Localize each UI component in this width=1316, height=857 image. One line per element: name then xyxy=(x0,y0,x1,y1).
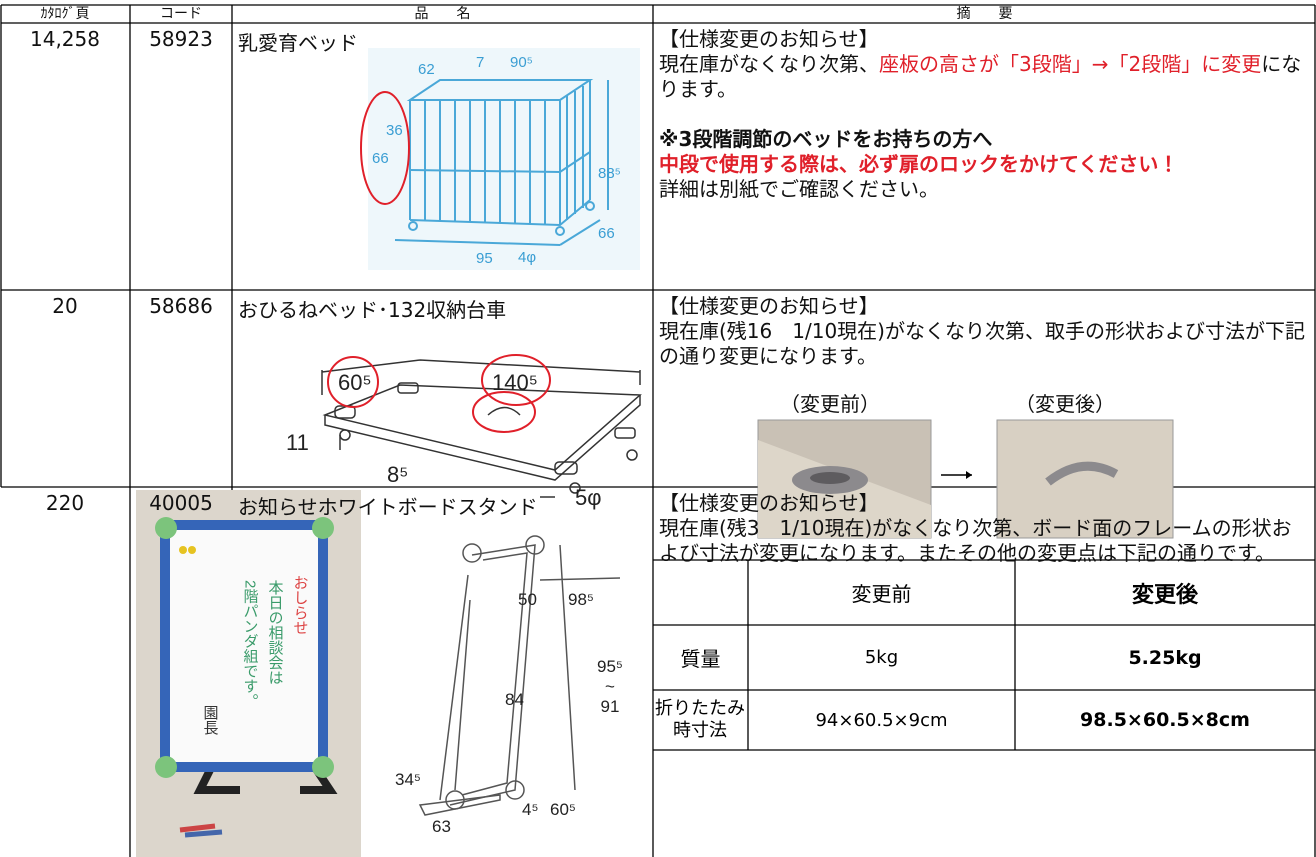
notes-text: 現在庫(残3 1/10現在)がなくなり次第、ボード面のフレームの形状および寸法が… xyxy=(659,516,1292,565)
figure-label: 66 xyxy=(598,225,615,242)
figure-label: 88⁵ xyxy=(598,165,621,182)
notes: 【仕様変更のお知らせ】 現在庫(残3 1/10現在)がなくなり次第、ボード面のフ… xyxy=(659,491,1309,566)
compare-after: 98.5×60.5×8cm xyxy=(1080,709,1250,731)
product-code: 40005 xyxy=(149,491,213,515)
compare-label: 質量 xyxy=(680,647,721,671)
figure-label: 5φ xyxy=(575,485,602,510)
compare-after: 5.25kg xyxy=(1128,646,1202,669)
board-text: 本日の相談会は xyxy=(267,580,284,685)
catalog-page: 220 xyxy=(45,491,85,515)
compare-header: 変更後 xyxy=(1131,582,1198,608)
figure-label: 95⁵ ~91 xyxy=(597,657,623,716)
board-text: 園長 xyxy=(202,705,219,735)
stand-diagram: 50 98⁵ 95⁵ ~91 84 34⁵ 63 4⁵ 60⁵ xyxy=(395,535,623,836)
label-line: 91 xyxy=(601,697,620,716)
compare-label: 折りたたみ時寸法 xyxy=(655,698,745,741)
figure-label: 4⁵ xyxy=(522,800,539,819)
highlight: 座板の高さが「3段階」→「2段階」に変更 xyxy=(879,52,1262,76)
notes-heading: 【仕様変更のお知らせ】 xyxy=(659,27,879,51)
figure-label: 66 xyxy=(372,150,389,167)
product-name: お知らせホワイトボードスタンド xyxy=(238,495,538,519)
compare-before: 94×60.5×9cm xyxy=(815,709,948,731)
figure-label: 62 xyxy=(418,61,435,78)
figure-label: 95 xyxy=(476,250,493,267)
figure-label: 50 xyxy=(518,590,537,609)
figure-label: 63 xyxy=(432,817,451,836)
header-cell: 摘 要 xyxy=(956,6,1013,22)
notice: ※3段階調節のベッドをお持ちの方へ xyxy=(659,127,993,151)
figure-label: 60⁵ xyxy=(338,370,372,395)
table-grid xyxy=(0,4,1316,857)
product-name: 乳愛育ベッド xyxy=(238,31,358,55)
board-text: おしらせ xyxy=(292,575,309,635)
header-cell: 品 名 xyxy=(414,6,471,22)
crib-figure: 62 7 90⁵ 36 66 88⁵ 66 95 4φ xyxy=(360,48,640,270)
whiteboard-photo: おしらせ 本日の相談会は 2階パンダ組です。 園長 xyxy=(136,490,361,857)
catalog-page: 20 xyxy=(52,294,78,318)
product-code: 58923 xyxy=(149,27,213,51)
figure-label: 98⁵ xyxy=(568,590,594,609)
notes-text: 詳細は別紙でご確認ください。 xyxy=(659,177,939,201)
cot-figure: 60⁵ 140⁵ 11 8⁵ 5φ xyxy=(286,354,642,510)
product-name: おひるねベッド･132収納台車 xyxy=(238,298,507,322)
product-code: 58686 xyxy=(149,294,213,318)
before-label: （変更前） xyxy=(780,392,880,416)
compare-header: 変更前 xyxy=(851,582,912,606)
notes-text: 現在庫(残16 1/10現在)がなくなり次第、取手の形状および寸法が下記の通り変… xyxy=(659,319,1305,368)
warning: 中段で使用する際は、必ず扉のロックをかけてください！ xyxy=(659,152,1179,176)
header-cell: ｶﾀﾛｸﾞ頁 xyxy=(40,6,90,22)
compare-before: 5kg xyxy=(864,647,899,668)
header-cell: コード xyxy=(160,6,202,22)
board-text: 2階パンダ組です。 xyxy=(242,580,259,708)
notes: 【仕様変更のお知らせ】 現在庫(残16 1/10現在)がなくなり次第、取手の形状… xyxy=(659,294,1309,369)
figure-label: 140⁵ xyxy=(492,370,538,395)
text: になります。 xyxy=(659,52,1302,101)
figure-label: 4φ xyxy=(518,249,536,266)
notes-heading: 【仕様変更のお知らせ】 xyxy=(659,491,879,515)
figure-label: 11 xyxy=(286,430,309,455)
text: 現在庫がなくなり次第、 xyxy=(659,52,879,76)
label-line: 95⁵ xyxy=(597,657,623,676)
label-line: ~ xyxy=(605,677,615,696)
notes-heading: 【仕様変更のお知らせ】 xyxy=(659,294,879,318)
catalog-page: 14,258 xyxy=(30,27,100,51)
figure-label: 60⁵ xyxy=(550,800,576,819)
figure-label: 36 xyxy=(386,122,403,139)
figure-label: 90⁵ xyxy=(510,54,533,71)
figure-label: 34⁵ xyxy=(395,770,421,789)
figure-label: 84 xyxy=(505,690,524,709)
figure-label: 7 xyxy=(476,54,484,71)
after-label: （変更後） xyxy=(1015,392,1115,416)
notes: 【仕様変更のお知らせ】 現在庫がなくなり次第、座板の高さが「3段階」→「2段階」… xyxy=(659,27,1309,202)
figure-label: 8⁵ xyxy=(387,462,408,487)
notes-text: 現在庫がなくなり次第、座板の高さが「3段階」→「2段階」に変更になります。 xyxy=(659,52,1309,102)
handle-photos xyxy=(757,419,1174,539)
